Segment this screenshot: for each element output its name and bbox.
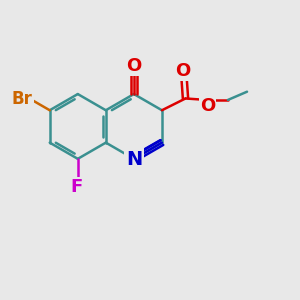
Text: O: O [175, 62, 190, 80]
Text: F: F [70, 178, 82, 196]
Text: O: O [200, 98, 215, 116]
Text: O: O [126, 57, 142, 75]
Text: Br: Br [12, 90, 33, 108]
Text: N: N [126, 150, 142, 169]
